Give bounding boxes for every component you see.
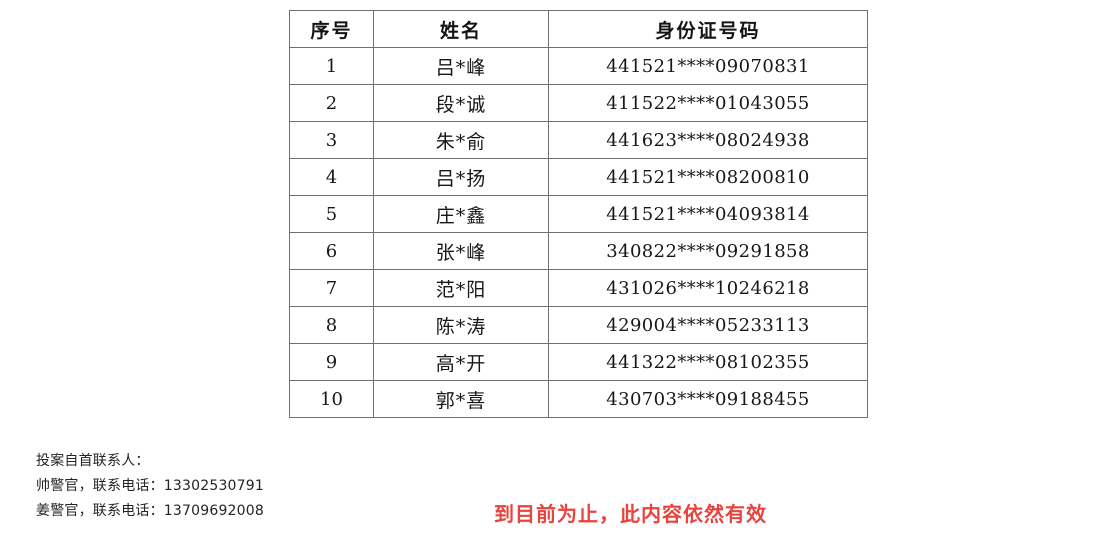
contact-block: 投案自首联系人： 帅警官，联系电话：13302530791 姜警官，联系电话：1…	[36, 449, 264, 524]
cell-index: 10	[289, 380, 374, 418]
cell-index: 8	[289, 306, 374, 344]
cell-id: 340822****09291858	[548, 232, 868, 270]
cell-name: 郭*喜	[373, 380, 549, 418]
cell-id: 430703****09188455	[548, 380, 868, 418]
contact-heading: 投案自首联系人：	[36, 453, 150, 469]
cell-index: 3	[289, 121, 374, 159]
table-row: 5 庄*鑫 441521****04093814	[289, 195, 868, 233]
cell-index: 7	[289, 269, 374, 307]
wanted-persons-table: 序号 姓名 身份证号码 1 吕*峰 441521****09070831 2 段…	[289, 10, 868, 418]
contact-line-officer-shuai: 帅警官，联系电话：13302530791	[36, 478, 264, 494]
table-header-row: 序号 姓名 身份证号码	[289, 10, 868, 48]
cell-name: 范*阳	[373, 269, 549, 307]
contact-line-officer-jiang: 姜警官，联系电话：13709692008	[36, 503, 264, 519]
cell-id: 441521****08200810	[548, 158, 868, 196]
column-header-index: 序号	[289, 10, 374, 48]
cell-index: 4	[289, 158, 374, 196]
cell-name: 吕*峰	[373, 47, 549, 85]
cell-name: 段*诚	[373, 84, 549, 122]
cell-index: 2	[289, 84, 374, 122]
table-row: 9 高*开 441322****08102355	[289, 343, 868, 381]
table-row: 2 段*诚 411522****01043055	[289, 84, 868, 122]
cell-name: 张*峰	[373, 232, 549, 270]
table-row: 4 吕*扬 441521****08200810	[289, 158, 868, 196]
table-row: 1 吕*峰 441521****09070831	[289, 47, 868, 85]
cell-id: 411522****01043055	[548, 84, 868, 122]
table-row: 6 张*峰 340822****09291858	[289, 232, 868, 270]
table-row: 8 陈*涛 429004****05233113	[289, 306, 868, 344]
cell-id: 441623****08024938	[548, 121, 868, 159]
cell-index: 1	[289, 47, 374, 85]
cell-name: 庄*鑫	[373, 195, 549, 233]
validity-notice: 到目前为止，此内容依然有效	[494, 502, 767, 526]
cell-id: 441322****08102355	[548, 343, 868, 381]
cell-name: 朱*俞	[373, 121, 549, 159]
table-row: 3 朱*俞 441623****08024938	[289, 121, 868, 159]
table-row: 10 郭*喜 430703****09188455	[289, 380, 868, 418]
cell-index: 5	[289, 195, 374, 233]
cell-index: 9	[289, 343, 374, 381]
cell-id: 429004****05233113	[548, 306, 868, 344]
cell-id: 431026****10246218	[548, 269, 868, 307]
column-header-id: 身份证号码	[548, 10, 868, 48]
cell-name: 陈*涛	[373, 306, 549, 344]
cell-name: 高*开	[373, 343, 549, 381]
column-header-name: 姓名	[373, 10, 549, 48]
table-row: 7 范*阳 431026****10246218	[289, 269, 868, 307]
cell-id: 441521****04093814	[548, 195, 868, 233]
cell-index: 6	[289, 232, 374, 270]
cell-id: 441521****09070831	[548, 47, 868, 85]
cell-name: 吕*扬	[373, 158, 549, 196]
